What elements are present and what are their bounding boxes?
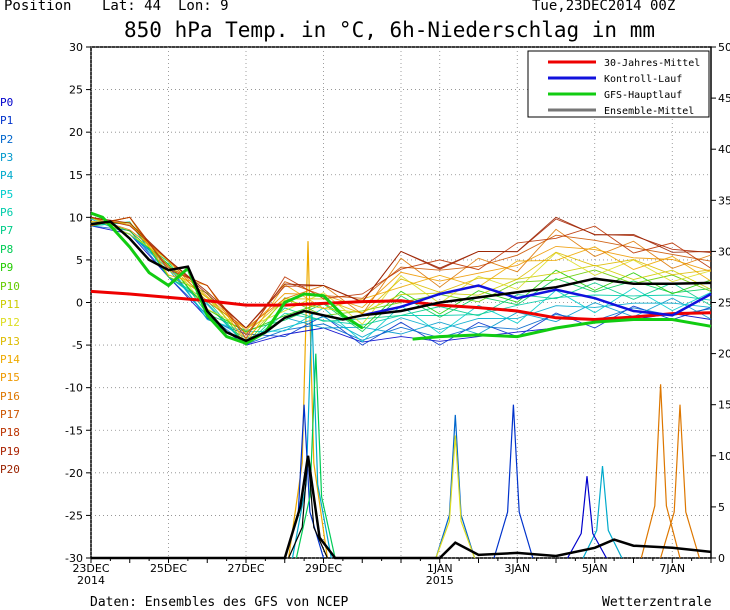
member-label: P16: [0, 389, 20, 403]
precip-peak: [493, 404, 534, 559]
control-run-line: [362, 284, 712, 317]
x-tick-label: 25DEC: [150, 562, 187, 575]
precip-mean-line: [91, 455, 712, 560]
latitude-label: Lat: 44: [102, 0, 162, 14]
y-left-tick-label: -30: [65, 552, 83, 565]
member-label: P12: [0, 316, 20, 330]
legend: 30-Jahres-Mittel Kontroll-Lauf GFS-Hauptla…: [527, 50, 710, 118]
legend-label: GFS-Hauptlauf: [604, 90, 682, 101]
member-line: [90, 225, 712, 345]
precip-peak: [435, 414, 476, 559]
y-right-tick-label: 0: [718, 552, 725, 565]
x-tick-label: 29DEC: [305, 562, 342, 575]
y-right-tick-label: 40: [718, 143, 730, 156]
y-right-tick-label: 25: [718, 297, 730, 310]
y-left-tick-label: 10: [69, 211, 83, 224]
member-label: P1: [0, 114, 14, 128]
member-label: P4: [0, 169, 14, 183]
x-tick-label: 5JAN: [582, 562, 608, 575]
y-right-tick-label: 45: [718, 92, 730, 105]
member-label: P14: [0, 352, 20, 366]
operational-run-line: [90, 211, 364, 346]
member-label: P0: [0, 96, 14, 109]
member-line: [90, 216, 712, 333]
ensemble-mean-line: [90, 220, 712, 343]
y-left-tick-label: 30: [69, 41, 83, 54]
legend-label: 30-Jahres-Mittel: [604, 58, 700, 69]
longitude-label: Lon: 9: [178, 0, 229, 14]
y-left-tick-label: 20: [69, 126, 83, 139]
legend-label: Kontroll-Lauf: [604, 74, 682, 85]
main-series: [90, 211, 712, 346]
y-right-tick-label: 20: [718, 348, 730, 361]
data-source: Daten: Ensembles des GFS von NCEP: [90, 595, 349, 610]
x-tick-label: 1JAN: [427, 562, 453, 575]
x-tick-sublabel: 2014: [77, 574, 105, 587]
member-label: P10: [0, 279, 20, 293]
x-tick-label: 23DEC: [72, 562, 109, 575]
brand-label: Wetterzentrale: [602, 595, 712, 610]
precip-peak: [435, 435, 476, 559]
member-line: [90, 217, 712, 333]
x-tick-label: 27DEC: [227, 562, 264, 575]
precip-peak: [567, 476, 607, 559]
member-label: P15: [0, 371, 20, 385]
precip-peak: [295, 353, 336, 559]
member-label: P13: [0, 334, 20, 348]
y-left-tick-label: 15: [69, 169, 83, 182]
member-line: [90, 216, 712, 329]
y-left-tick-label: 0: [76, 297, 83, 310]
y-left-tick-label: -10: [65, 382, 83, 395]
x-tick-label: 7JAN: [659, 562, 685, 575]
position-label: Position: [4, 0, 72, 14]
member-label: P19: [0, 444, 20, 458]
run-time: Tue,23DEC2014 00Z: [532, 0, 676, 14]
member-label: P8: [0, 242, 14, 256]
y-left-tick-label: -25: [65, 509, 83, 522]
y-left-tick-label: -20: [65, 467, 83, 480]
x-tick-sublabel: 2015: [426, 574, 454, 587]
x-tick-label: 3JAN: [504, 562, 530, 575]
y-right-tick-label: 50: [718, 41, 730, 54]
y-left-axis: 30 25 20 15 10 5 0 -5 -10 -15 -20 -25 -30: [65, 41, 91, 565]
y-left-tick-label: 5: [76, 254, 83, 267]
member-label: P7: [0, 224, 14, 238]
member-label: P2: [0, 132, 14, 146]
member-label: P11: [0, 297, 20, 311]
y-left-tick-label: -15: [65, 424, 83, 437]
y-right-tick-label: 10: [718, 450, 730, 463]
y-right-tick-label: 15: [718, 399, 730, 412]
page-title: 850 hPa Temp. in °C, 6h-Niederschlag in …: [124, 18, 656, 42]
operational-run-line-late: [412, 318, 712, 341]
member-label: P17: [0, 407, 20, 421]
y-left-tick-label: 25: [69, 84, 83, 97]
y-right-tick-label: 30: [718, 245, 730, 258]
climate-mean-line: [90, 289, 712, 322]
member-label: P3: [0, 151, 14, 165]
member-label: P6: [0, 206, 14, 220]
precip-peak: [288, 241, 328, 559]
member-line: [90, 221, 712, 346]
y-right-tick-label: 5: [718, 501, 725, 514]
member-label: P20: [0, 463, 20, 476]
y-left-tick-label: -5: [72, 339, 83, 352]
y-right-tick-label: 35: [718, 194, 730, 207]
precip-peak: [660, 404, 700, 559]
member-label: P5: [0, 187, 14, 201]
member-label: P9: [0, 261, 14, 275]
legend-label: Ensemble-Mittel: [604, 106, 694, 117]
member-label: P18: [0, 426, 20, 440]
